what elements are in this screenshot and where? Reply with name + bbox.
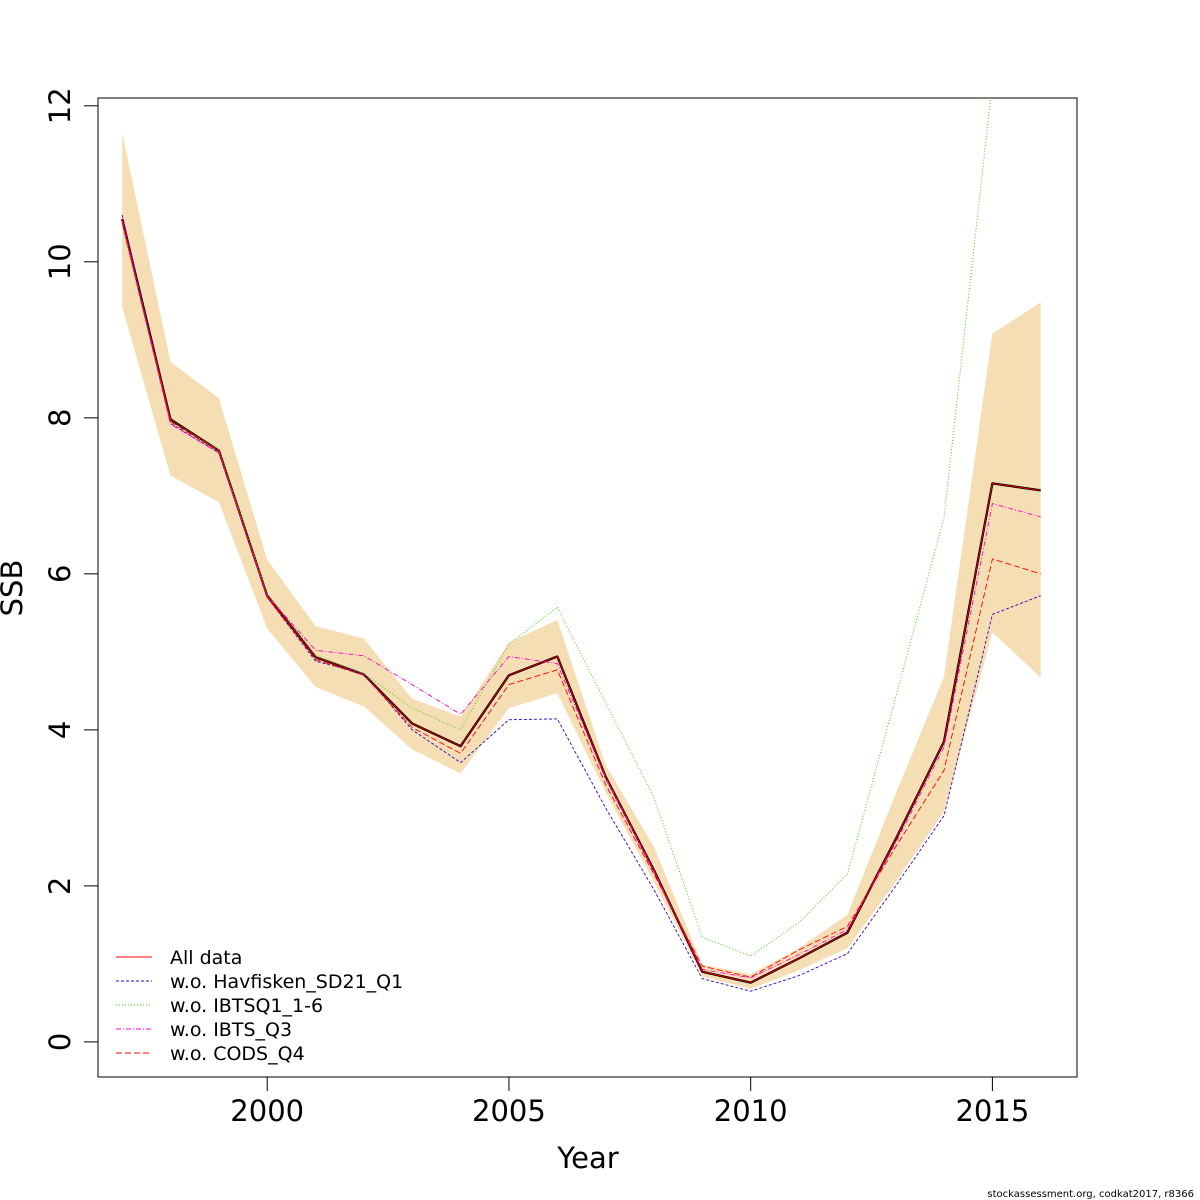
- series-line-4: [121, 222, 1041, 979]
- series-line-1: [121, 218, 1041, 983]
- x-tick-label: 2005: [472, 1094, 546, 1128]
- y-tick-label: 12: [43, 87, 77, 124]
- series-layer: [121, 98, 1041, 992]
- y-tick-label: 4: [43, 721, 77, 739]
- legend-label: w.o. IBTSQ1_1-6: [170, 995, 323, 1017]
- x-tick-label: 2010: [714, 1094, 788, 1128]
- legend-label: All data: [170, 947, 242, 969]
- y-tick-label: 10: [43, 243, 77, 280]
- y-tick-label: 8: [43, 409, 77, 427]
- series-line-2: [121, 214, 1041, 992]
- y-axis-title: SSB: [0, 560, 29, 617]
- footer-credit: stockassessment.org, codkat2017, r8366: [987, 1189, 1194, 1200]
- y-tick-label: 0: [43, 1033, 77, 1051]
- y-tick-label: 6: [43, 565, 77, 583]
- x-axis-title: Year: [556, 1141, 618, 1175]
- series-line-3: [121, 98, 992, 957]
- legend-label: w.o. CODS_Q4: [170, 1043, 305, 1065]
- legend-label: w.o. IBTS_Q3: [170, 1019, 292, 1041]
- x-tick-label: 2000: [230, 1094, 304, 1128]
- x-tick-label: 2015: [955, 1094, 1029, 1128]
- legend-label: w.o. Havfisken_SD21_Q1: [170, 971, 403, 993]
- y-tick-label: 2: [43, 877, 77, 895]
- axes: 2000 2005 2010 2015 0 2 4 6 8 10 12: [43, 87, 1029, 1128]
- series-line-5: [121, 221, 1041, 978]
